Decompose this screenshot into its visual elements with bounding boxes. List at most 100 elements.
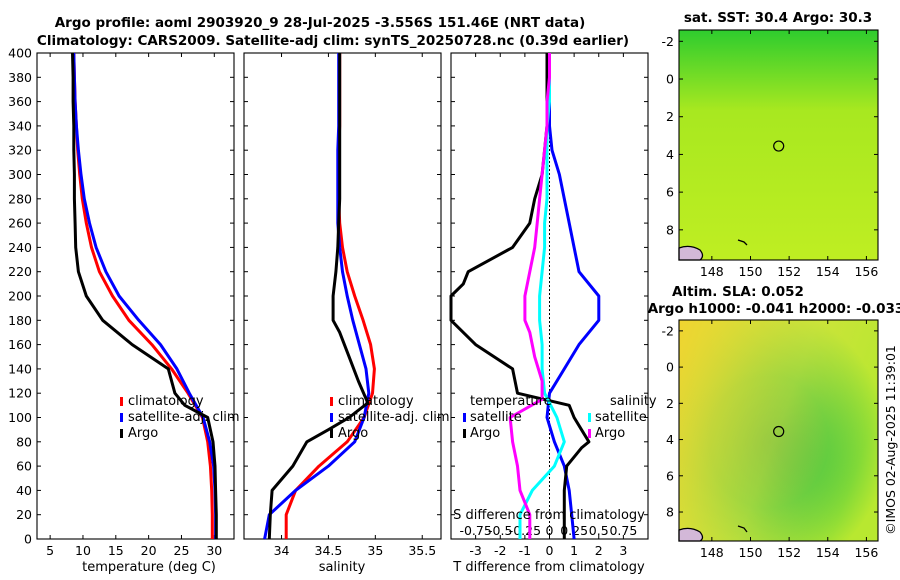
salinity-xtick-label: 34.5 <box>315 543 343 558</box>
temperature-ytick-label: 240 <box>8 240 32 255</box>
temperature-xtick-label: 20 <box>141 543 157 558</box>
sla_map-ytick-label: 6 <box>666 468 674 483</box>
temperature-ytick-label: 380 <box>8 70 32 85</box>
temperature-ytick-label: 120 <box>8 386 32 401</box>
sst-map-panel: 148 150 152 154 156 -2 0 2 4 6 8 <box>662 29 879 279</box>
temperature-ytick-label: 140 <box>8 361 32 376</box>
sst_map-ytick-label: 2 <box>666 109 674 124</box>
legend-title-temperature: temperature <box>470 394 552 409</box>
series-s-satellite <box>518 53 566 539</box>
legend-label-t-argo: Argo <box>470 426 500 441</box>
salinity-xtick-label: 35.5 <box>408 543 436 558</box>
sla-map-title: Altim. SLA: 0.052 <box>672 284 804 300</box>
series-argo <box>71 52 218 539</box>
sla_map-xtick-label: 152 <box>777 545 801 560</box>
sst-map-field <box>679 30 878 260</box>
difference-stick-label: 0.75 <box>609 523 637 538</box>
sla_map-ytick-label: 8 <box>666 505 674 520</box>
legend-swatch-argo <box>120 429 123 438</box>
legend-title-salinity: salinity <box>610 394 657 409</box>
legend-swatch-t-argo <box>463 429 466 438</box>
sla-map-highs <box>679 320 878 541</box>
legend-swatch-argo <box>330 429 333 438</box>
series-t-argo <box>449 53 591 539</box>
temperature-ytick-label: 60 <box>16 459 32 474</box>
legend-label-satellite: satellite-adj. clim <box>128 410 240 425</box>
temperature-ytick-label: 260 <box>8 216 32 231</box>
difference-xtick-label: 0 <box>546 543 554 558</box>
difference-stick-label: -0.5 <box>488 523 512 538</box>
series-climatology <box>72 52 214 539</box>
difference-xtick-label: -1 <box>519 543 531 558</box>
sst-map-overlay: 148 150 152 154 156 -2 0 2 4 6 8 <box>662 29 879 279</box>
difference-xtick-label: -3 <box>469 543 481 558</box>
argo-location-marker <box>773 140 785 152</box>
difference-top-axis-label: S difference from climatology <box>453 508 645 523</box>
sst_map-xtick-label: 150 <box>739 264 763 279</box>
sla_map-frame <box>678 319 879 542</box>
temperature-ytick-label: 400 <box>8 46 32 61</box>
legend-label-satellite: satellite-adj. clim <box>338 410 450 425</box>
difference-xtick-label: 3 <box>619 543 627 558</box>
sla_map-ytick-label: 0 <box>666 360 674 375</box>
sst_map-ytick-label: 6 <box>666 185 674 200</box>
sla_map-xtick-label: 150 <box>739 545 763 560</box>
legend-swatch-satellite <box>120 413 123 422</box>
sla-map-overlay: 148 150 152 154 156 -2 0 2 4 6 8 <box>662 319 879 560</box>
series-s-argo <box>508 53 551 539</box>
legend-swatch-climatology <box>330 397 333 406</box>
coastline-sst <box>678 245 704 261</box>
temperature-panel: 5 10 15 20 25 3002040608010012014016018020022… <box>8 46 239 576</box>
difference-xtick-label: 1 <box>570 543 578 558</box>
sst_map-xtick-label: 154 <box>816 264 840 279</box>
sla_map-ytick-label: 4 <box>666 432 674 447</box>
legend-swatch-s-argo <box>588 429 591 438</box>
sst_map-ytick-label: 8 <box>666 222 674 237</box>
legend-label-climatology: climatology <box>338 394 414 409</box>
sla_map-xtick-label: 156 <box>854 545 878 560</box>
argo-location-marker <box>773 425 785 438</box>
temperature-ytick-label: 100 <box>8 410 32 425</box>
temperature-xtick-label: 10 <box>75 543 91 558</box>
temperature-frame <box>36 52 235 540</box>
legend-label-s-argo: Argo <box>595 426 625 441</box>
temperature-ytick-label: 220 <box>8 264 32 279</box>
difference-stick-label: 0.5 <box>589 523 609 538</box>
salinity-xlabel: salinity <box>319 560 366 575</box>
sla_map-xtick-label: 148 <box>700 545 724 560</box>
temperature-ytick-label: 160 <box>8 337 32 352</box>
island-sst <box>737 239 748 246</box>
sst_map-xtick-label: 156 <box>854 264 878 279</box>
legend-label-argo: Argo <box>128 426 158 441</box>
temperature-ytick-label: 300 <box>8 167 32 182</box>
legend-label-argo: Argo <box>338 426 368 441</box>
temperature-ytick-label: 0 <box>24 532 32 547</box>
sst-map-title: sat. SST: 30.4 Argo: 30.3 <box>684 10 872 26</box>
legend-swatch-s-satellite <box>588 413 591 422</box>
island-sla <box>737 525 748 533</box>
temperature-ytick-label: 20 <box>16 507 32 522</box>
temperature-legend: climatology satellite-adj. clim Argo <box>120 394 240 441</box>
series-argo <box>267 53 370 540</box>
salinity-plot-area: 34 34.5 35 35.5 <box>243 52 442 558</box>
difference-xtick-label: -2 <box>494 543 506 558</box>
temperature-ytick-label: 360 <box>8 94 32 109</box>
difference-xlabel: T difference from climatology <box>452 560 645 575</box>
title-line-1: Argo profile: aoml 2903920_9 28-Jul-2025… <box>55 15 586 31</box>
temperature-xtick-label: 5 <box>46 543 54 558</box>
difference-stick-labels: -0.75-0.5-0.2500.250.50.75 <box>459 523 637 538</box>
legend-label-t-satellite: satellite <box>470 410 522 425</box>
salinity-xtick-label: 35 <box>367 543 383 558</box>
temperature-ytick-label: 40 <box>16 483 32 498</box>
sst_map-xtick-label: 148 <box>700 264 724 279</box>
salinity-frame <box>243 52 442 540</box>
salinity-legend: climatology satellite-adj. clim Argo <box>330 394 450 441</box>
legend-label-s-satellite: satellite <box>595 410 647 425</box>
watermark: ©IMOS 02-Aug-2025 11:39:01 <box>883 345 898 535</box>
series-satellite-adj-clim <box>72 52 218 539</box>
temperature-ytick-label: 200 <box>8 289 32 304</box>
temperature-xtick-label: 15 <box>108 543 124 558</box>
